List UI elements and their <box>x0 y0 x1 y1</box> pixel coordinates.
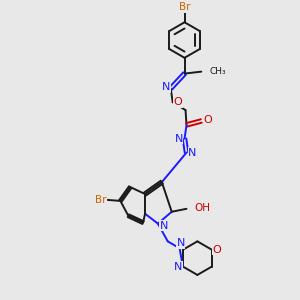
Text: N: N <box>174 134 183 144</box>
Text: N: N <box>162 82 170 92</box>
Text: Br: Br <box>179 2 190 13</box>
Text: N: N <box>188 148 196 158</box>
Text: O: O <box>173 97 182 107</box>
Text: O: O <box>212 245 221 255</box>
Text: CH₃: CH₃ <box>209 67 226 76</box>
Text: N: N <box>174 262 182 272</box>
Text: N: N <box>176 238 185 248</box>
Text: N: N <box>160 220 168 231</box>
Text: Br: Br <box>95 195 106 205</box>
Text: O: O <box>204 115 213 125</box>
Text: OH: OH <box>194 203 210 213</box>
